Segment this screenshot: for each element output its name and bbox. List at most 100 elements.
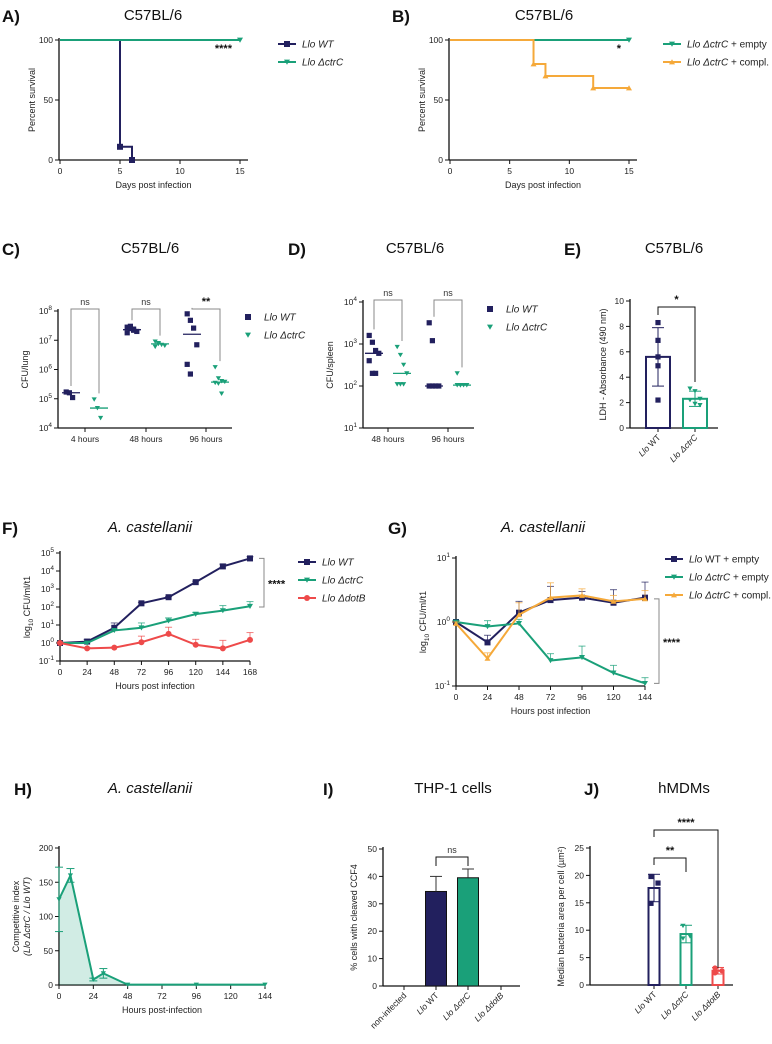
data-point — [84, 640, 91, 646]
y-tick-label: 2 — [619, 398, 624, 408]
x-tick-label: 0 — [57, 991, 62, 1001]
comparison-bracket — [654, 598, 660, 684]
data-point — [626, 85, 632, 91]
legend-item: Llo WT — [298, 558, 355, 569]
data-point — [610, 670, 617, 676]
x-tick-label: 72 — [157, 991, 167, 1001]
x-tick-label: 0 — [448, 166, 453, 176]
x-axis-label: Hours post-infection — [122, 1005, 202, 1015]
legend-marker — [284, 41, 290, 47]
y-tick-label: 150 — [39, 877, 53, 887]
y-tick-label: 101 — [344, 422, 357, 433]
panel-label: I) — [323, 780, 333, 799]
data-point — [84, 645, 91, 652]
significance-label: **** — [215, 43, 233, 55]
data-point — [484, 624, 491, 630]
data-point — [579, 592, 585, 598]
data-point — [642, 680, 648, 687]
y-tick-label: 0 — [48, 980, 53, 990]
data-point — [91, 397, 97, 402]
data-point — [655, 337, 661, 343]
data-point — [187, 371, 193, 377]
x-tick-label: 144 — [638, 692, 652, 702]
data-point — [516, 621, 522, 627]
data-point — [394, 344, 400, 350]
data-point — [687, 386, 693, 391]
x-tick-label: 168 — [243, 667, 257, 677]
data-point — [366, 358, 372, 364]
panel-label: J) — [584, 780, 599, 799]
panel-g-growth-chart: G) A. castellanii 0 24 48 72 96 120 144 10-1 100… — [388, 519, 771, 716]
y-tick-label: 100 — [41, 637, 54, 648]
series-line — [59, 557, 251, 644]
x-tick-label: 15 — [624, 166, 634, 176]
data-point — [192, 579, 199, 586]
data-point — [687, 397, 693, 403]
x-axis-label: Days post infection — [505, 180, 581, 190]
y-axis-label: Median bacteria area per cell (µm²) — [556, 846, 566, 986]
legend-marker — [304, 595, 310, 601]
data-point — [219, 608, 226, 614]
y-tick-label: 0 — [48, 155, 53, 165]
significance-label: **** — [663, 637, 681, 649]
data-point — [124, 330, 130, 336]
data-point — [542, 73, 549, 79]
y-tick-label: 5 — [579, 953, 584, 963]
significance-label: ** — [666, 845, 675, 857]
y-tick-label: 40 — [368, 871, 378, 881]
data-point — [100, 971, 106, 976]
significance-label: * — [674, 294, 679, 306]
y-tick-label: 102 — [41, 601, 54, 612]
data-point — [648, 900, 654, 906]
data-point — [70, 394, 76, 401]
data-point — [129, 157, 135, 163]
legend-label: Llo ΔdotB — [322, 594, 366, 605]
x-tick-label: Llo ΔdotB — [472, 990, 505, 1023]
data-point — [426, 320, 432, 326]
panel-a-survival-chart: A) C57BL/6 0 5 10 15 0 50 100 Days post infecti… — [2, 7, 344, 190]
x-tick-label: 24 — [89, 991, 99, 1001]
y-tick-label: 6 — [619, 347, 624, 357]
panel-f-growth-chart: F) A. castellanii 0 24 48 72 96 120 144 168 10-1… — [2, 519, 366, 691]
legend-label: Llo ΔctrC + compl. — [689, 591, 771, 602]
chart-title: A. castellanii — [107, 780, 193, 797]
data-point — [193, 982, 199, 987]
x-tick-label: 48 hours — [371, 434, 404, 444]
x-tick-label: 96 — [577, 692, 587, 702]
y-tick-label: 101 — [437, 552, 450, 563]
panel-j-hmdm-chart: J) hMDMs 0 5 10 15 20 25 Median bacteria area … — [556, 780, 733, 1023]
data-point — [655, 397, 661, 403]
data-point — [237, 37, 243, 43]
significance-label: ns — [141, 297, 151, 307]
data-point — [397, 352, 403, 358]
x-tick-label: Llo ΔctrC — [668, 432, 700, 464]
data-point — [401, 382, 407, 387]
data-point — [648, 873, 654, 880]
x-tick-label: 120 — [224, 991, 238, 1001]
legend-item: Llo ΔctrC — [298, 576, 364, 587]
y-tick-label: 25 — [575, 843, 585, 853]
data-point — [67, 873, 74, 878]
y-tick-label: 10 — [615, 296, 625, 306]
data-point — [366, 332, 372, 339]
data-point — [401, 362, 407, 368]
x-tick-label: 144 — [216, 667, 230, 677]
data-point — [484, 655, 491, 661]
data-point — [184, 361, 190, 367]
legend-marker — [671, 592, 677, 598]
legend-label: Llo ΔctrC — [302, 58, 344, 69]
significance-label: * — [617, 43, 622, 55]
legend-marker — [304, 577, 310, 583]
panel-c-lung-cfu-chart: C) C57BL/6 104 105 106 107 108 4 hours 48 hour… — [2, 240, 306, 444]
data-point — [680, 923, 686, 929]
y-tick-label: 104 — [41, 565, 54, 576]
comparison-bracket — [259, 557, 265, 608]
significance-label: ns — [447, 845, 457, 855]
y-tick-label: 15 — [575, 898, 585, 908]
chart-title: C57BL/6 — [386, 240, 444, 257]
chart-title: C57BL/6 — [515, 7, 573, 24]
legend-item: Llo WT + empty — [665, 555, 759, 566]
y-tick-label: 100 — [429, 35, 443, 45]
x-tick-label: non-infected — [368, 990, 408, 1030]
x-tick-label: Llo WT — [632, 989, 658, 1015]
